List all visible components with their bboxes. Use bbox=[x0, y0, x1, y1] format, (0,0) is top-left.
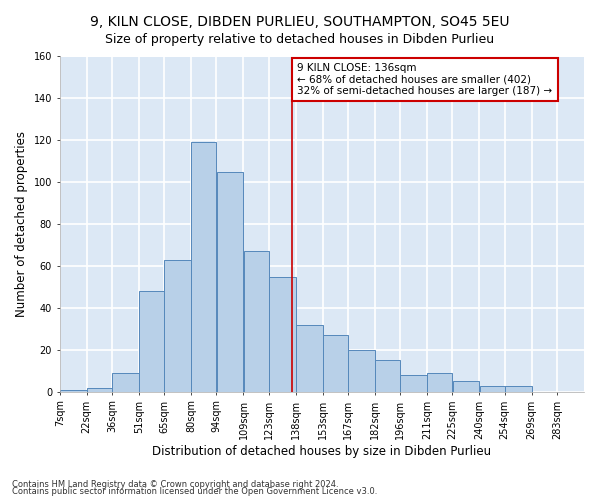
Bar bbox=[375, 360, 400, 392]
Text: Size of property relative to detached houses in Dibden Purlieu: Size of property relative to detached ho… bbox=[106, 32, 494, 46]
Bar bbox=[479, 386, 505, 392]
X-axis label: Distribution of detached houses by size in Dibden Purlieu: Distribution of detached houses by size … bbox=[152, 444, 491, 458]
Bar bbox=[164, 260, 191, 392]
Bar bbox=[269, 276, 296, 392]
Y-axis label: Number of detached properties: Number of detached properties bbox=[15, 131, 28, 317]
Bar bbox=[323, 335, 348, 392]
Bar bbox=[427, 373, 452, 392]
Text: 9, KILN CLOSE, DIBDEN PURLIEU, SOUTHAMPTON, SO45 5EU: 9, KILN CLOSE, DIBDEN PURLIEU, SOUTHAMPT… bbox=[90, 15, 510, 29]
Bar bbox=[191, 142, 217, 392]
Bar bbox=[400, 375, 427, 392]
Text: 9 KILN CLOSE: 136sqm
← 68% of detached houses are smaller (402)
32% of semi-deta: 9 KILN CLOSE: 136sqm ← 68% of detached h… bbox=[298, 63, 553, 96]
Bar bbox=[217, 172, 244, 392]
Bar bbox=[505, 386, 532, 392]
Bar bbox=[60, 390, 86, 392]
Text: Contains HM Land Registry data © Crown copyright and database right 2024.: Contains HM Land Registry data © Crown c… bbox=[12, 480, 338, 489]
Bar bbox=[296, 324, 323, 392]
Bar bbox=[348, 350, 375, 392]
Bar bbox=[452, 382, 479, 392]
Text: Contains public sector information licensed under the Open Government Licence v3: Contains public sector information licen… bbox=[12, 488, 377, 496]
Bar bbox=[87, 388, 112, 392]
Bar bbox=[244, 252, 269, 392]
Bar bbox=[112, 373, 139, 392]
Bar bbox=[139, 291, 164, 392]
